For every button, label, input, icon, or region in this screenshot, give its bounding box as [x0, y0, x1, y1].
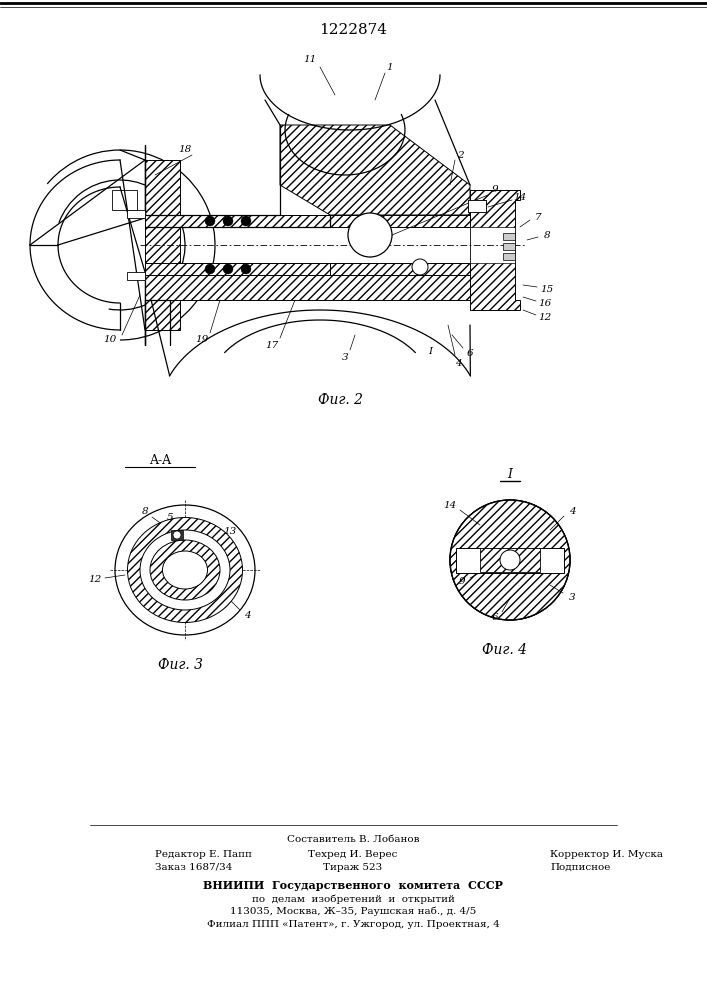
Text: 3: 3 — [568, 593, 575, 602]
Circle shape — [450, 500, 570, 620]
Polygon shape — [145, 160, 180, 330]
Ellipse shape — [163, 551, 207, 589]
Text: 2: 2 — [457, 150, 463, 159]
Circle shape — [500, 550, 520, 570]
Polygon shape — [470, 190, 520, 310]
Bar — [503, 233, 515, 240]
Text: Фиг. 3: Фиг. 3 — [158, 658, 202, 672]
Ellipse shape — [115, 505, 255, 635]
Polygon shape — [145, 275, 470, 300]
Text: 4: 4 — [455, 359, 461, 367]
Text: по  делам  изобретений  и  открытий: по делам изобретений и открытий — [252, 894, 455, 904]
Text: Редактор Е. Папп: Редактор Е. Папп — [155, 850, 252, 859]
Circle shape — [173, 531, 181, 539]
Text: 7: 7 — [534, 213, 542, 222]
Text: Заказ 1687/34: Заказ 1687/34 — [155, 863, 233, 872]
Polygon shape — [127, 272, 145, 280]
Circle shape — [412, 259, 428, 275]
Text: Техред И. Верес: Техред И. Верес — [308, 850, 397, 859]
Circle shape — [450, 500, 570, 620]
Text: 5: 5 — [167, 512, 173, 522]
Text: Фиг. 2: Фиг. 2 — [317, 393, 363, 407]
Circle shape — [241, 264, 251, 274]
Circle shape — [241, 216, 251, 226]
Polygon shape — [145, 263, 330, 275]
Polygon shape — [127, 210, 145, 218]
Polygon shape — [470, 227, 515, 263]
Text: 13: 13 — [223, 528, 237, 536]
Text: Фиг. 4: Фиг. 4 — [482, 643, 527, 657]
Polygon shape — [330, 215, 470, 227]
Text: 9: 9 — [491, 186, 498, 194]
Circle shape — [223, 216, 233, 226]
Text: I: I — [508, 468, 513, 482]
Polygon shape — [470, 190, 505, 205]
Text: 4: 4 — [244, 610, 250, 619]
Polygon shape — [112, 190, 137, 210]
Polygon shape — [330, 263, 470, 275]
Text: 8: 8 — [141, 508, 148, 516]
Text: Тираж 523: Тираж 523 — [323, 863, 382, 872]
Polygon shape — [480, 548, 540, 572]
Circle shape — [205, 264, 215, 274]
Text: 16: 16 — [538, 298, 551, 308]
Text: 14: 14 — [513, 192, 527, 202]
Text: 4: 4 — [568, 508, 575, 516]
Bar — [171, 530, 183, 540]
Ellipse shape — [127, 518, 243, 622]
Text: 12: 12 — [538, 312, 551, 322]
Text: 1: 1 — [387, 62, 393, 72]
Text: ВНИИПИ  Государственного  комитета  СССР: ВНИИПИ Государственного комитета СССР — [203, 880, 503, 891]
Text: I: I — [428, 348, 432, 357]
Text: 17: 17 — [265, 340, 279, 350]
Text: 3: 3 — [341, 353, 349, 361]
Polygon shape — [468, 200, 486, 212]
Ellipse shape — [140, 530, 230, 610]
Text: Подписное: Подписное — [550, 863, 610, 872]
Text: 9: 9 — [459, 578, 465, 586]
Polygon shape — [470, 227, 515, 263]
Circle shape — [223, 264, 233, 274]
Text: 14: 14 — [443, 500, 457, 510]
Text: 8: 8 — [544, 231, 550, 239]
Ellipse shape — [150, 540, 220, 600]
Text: 10: 10 — [103, 336, 117, 344]
Bar — [503, 243, 515, 250]
Polygon shape — [145, 215, 330, 227]
Text: 6: 6 — [491, 613, 498, 622]
Text: 19: 19 — [195, 336, 209, 344]
Text: Составитель В. Лобанов: Составитель В. Лобанов — [287, 835, 419, 844]
Circle shape — [205, 216, 215, 226]
Bar — [468, 200, 486, 212]
Text: 12: 12 — [88, 576, 102, 584]
Text: 11: 11 — [303, 55, 317, 64]
Text: Филиал ППП «Патент», г. Ужгород, ул. Проектная, 4: Филиал ППП «Патент», г. Ужгород, ул. Про… — [206, 920, 499, 929]
Text: 6: 6 — [467, 349, 473, 358]
Text: A-A: A-A — [149, 454, 171, 466]
Polygon shape — [456, 548, 564, 572]
Text: 113035, Москва, Ж–35, Раушская наб., д. 4/5: 113035, Москва, Ж–35, Раушская наб., д. … — [230, 907, 476, 916]
Text: 18: 18 — [178, 145, 192, 154]
Polygon shape — [280, 125, 470, 215]
Bar — [503, 253, 515, 260]
Text: Корректор И. Муска: Корректор И. Муска — [550, 850, 663, 859]
Circle shape — [348, 213, 392, 257]
Text: 1222874: 1222874 — [319, 23, 387, 37]
Text: 15: 15 — [540, 286, 554, 294]
